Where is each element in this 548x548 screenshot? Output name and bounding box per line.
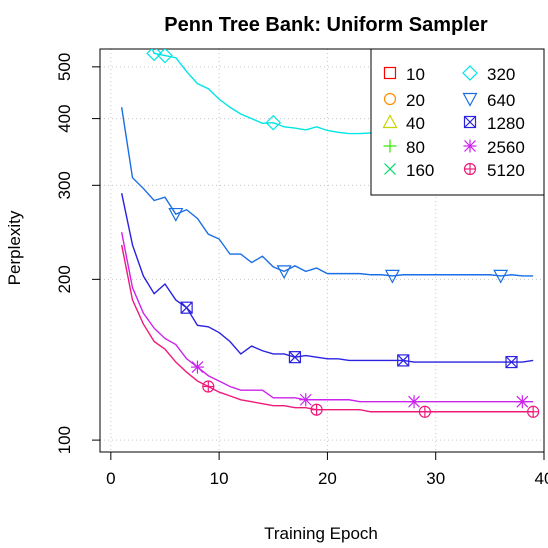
series-point-640 [168,207,184,222]
series-layer [120,49,540,418]
series-point-2560 [299,393,313,407]
series-point-5120 [202,380,215,393]
series-plot-area [120,49,540,418]
series-point-1280 [180,301,193,314]
series-line-320 [151,49,393,139]
y-tick-label: 500 [55,53,74,81]
y-tick-label: 100 [55,426,74,454]
legend-label-640: 640 [487,91,515,110]
legend-label-1280: 1280 [487,114,525,133]
series-point-320 [157,49,173,64]
series-point-640 [276,265,292,280]
legend: 10 20 40 80 160 320 640 1280 2560 5120 [370,48,545,196]
series-line-2560 [120,232,534,403]
series-point-1280 [505,355,518,369]
legend-item-640: 640 [462,91,515,110]
series-point-1280 [288,351,302,364]
x-tick-label: 10 [210,469,229,488]
plot-frame [99,48,545,453]
y-tick-label: 300 [55,171,74,199]
legend-label-5120: 5120 [487,161,525,180]
series-line-640 [120,107,534,277]
x-tick-label: 30 [426,469,445,488]
legend-marker-640 [462,92,478,107]
y-tick-label: 400 [55,104,74,132]
chart-title: Penn Tree Bank: Uniform Sampler [164,14,488,36]
legend-marker-20 [383,92,397,106]
legend-label-80: 80 [406,138,425,157]
series-point-5120 [310,403,323,416]
legend-item-320: 320 [462,65,515,84]
y-axis-label: Perplexity [5,210,24,285]
legend-marker-40 [382,114,398,129]
series-point-320 [265,114,282,131]
legend-item-160: 160 [384,161,434,180]
series-point-5120 [418,405,431,418]
series-line-5120 [120,244,534,413]
legend-item-2560: 2560 [463,138,525,157]
x-tick-label: 20 [318,469,337,488]
legend-label-10: 10 [406,65,425,84]
legend-marker-10 [383,66,397,80]
series-point-1280 [397,354,410,367]
legend-marker-160 [384,163,396,175]
legend-box [370,48,545,196]
y-tick-label: 200 [55,265,74,293]
legend-marker-320 [462,65,478,81]
legend-marker-1280 [463,115,477,129]
legend-label-160: 160 [406,161,434,180]
series-point-320 [146,49,162,62]
legend-label-320: 320 [487,65,515,84]
legend-marker-2560 [463,139,477,153]
legend-item-80: 80 [383,138,425,157]
legend-item-10: 10 [383,65,425,84]
legend-label-20: 20 [406,91,425,110]
legend-item-1280: 1280 [463,114,525,133]
series-point-640 [493,269,509,284]
axes: 0 10 20 30 40 100 200 300 400 500 [55,48,548,488]
series-point-5120 [527,405,540,418]
legend-item-40: 40 [382,114,425,133]
series-point-2560 [515,395,529,409]
legend-label-2560: 2560 [487,138,525,157]
x-tick-label: 40 [535,469,548,488]
legend-item-20: 20 [383,91,425,110]
series-point-2560 [190,360,204,374]
legend-item-5120: 5120 [463,161,525,180]
x-axis-label: Training Epoch [264,524,378,543]
legend-label-40: 40 [406,114,425,133]
legend-marker-80 [383,139,397,153]
x-tick-label: 0 [106,469,115,488]
legend-marker-5120 [463,162,477,176]
series-point-2560 [407,395,421,409]
series-point-640 [384,269,400,284]
